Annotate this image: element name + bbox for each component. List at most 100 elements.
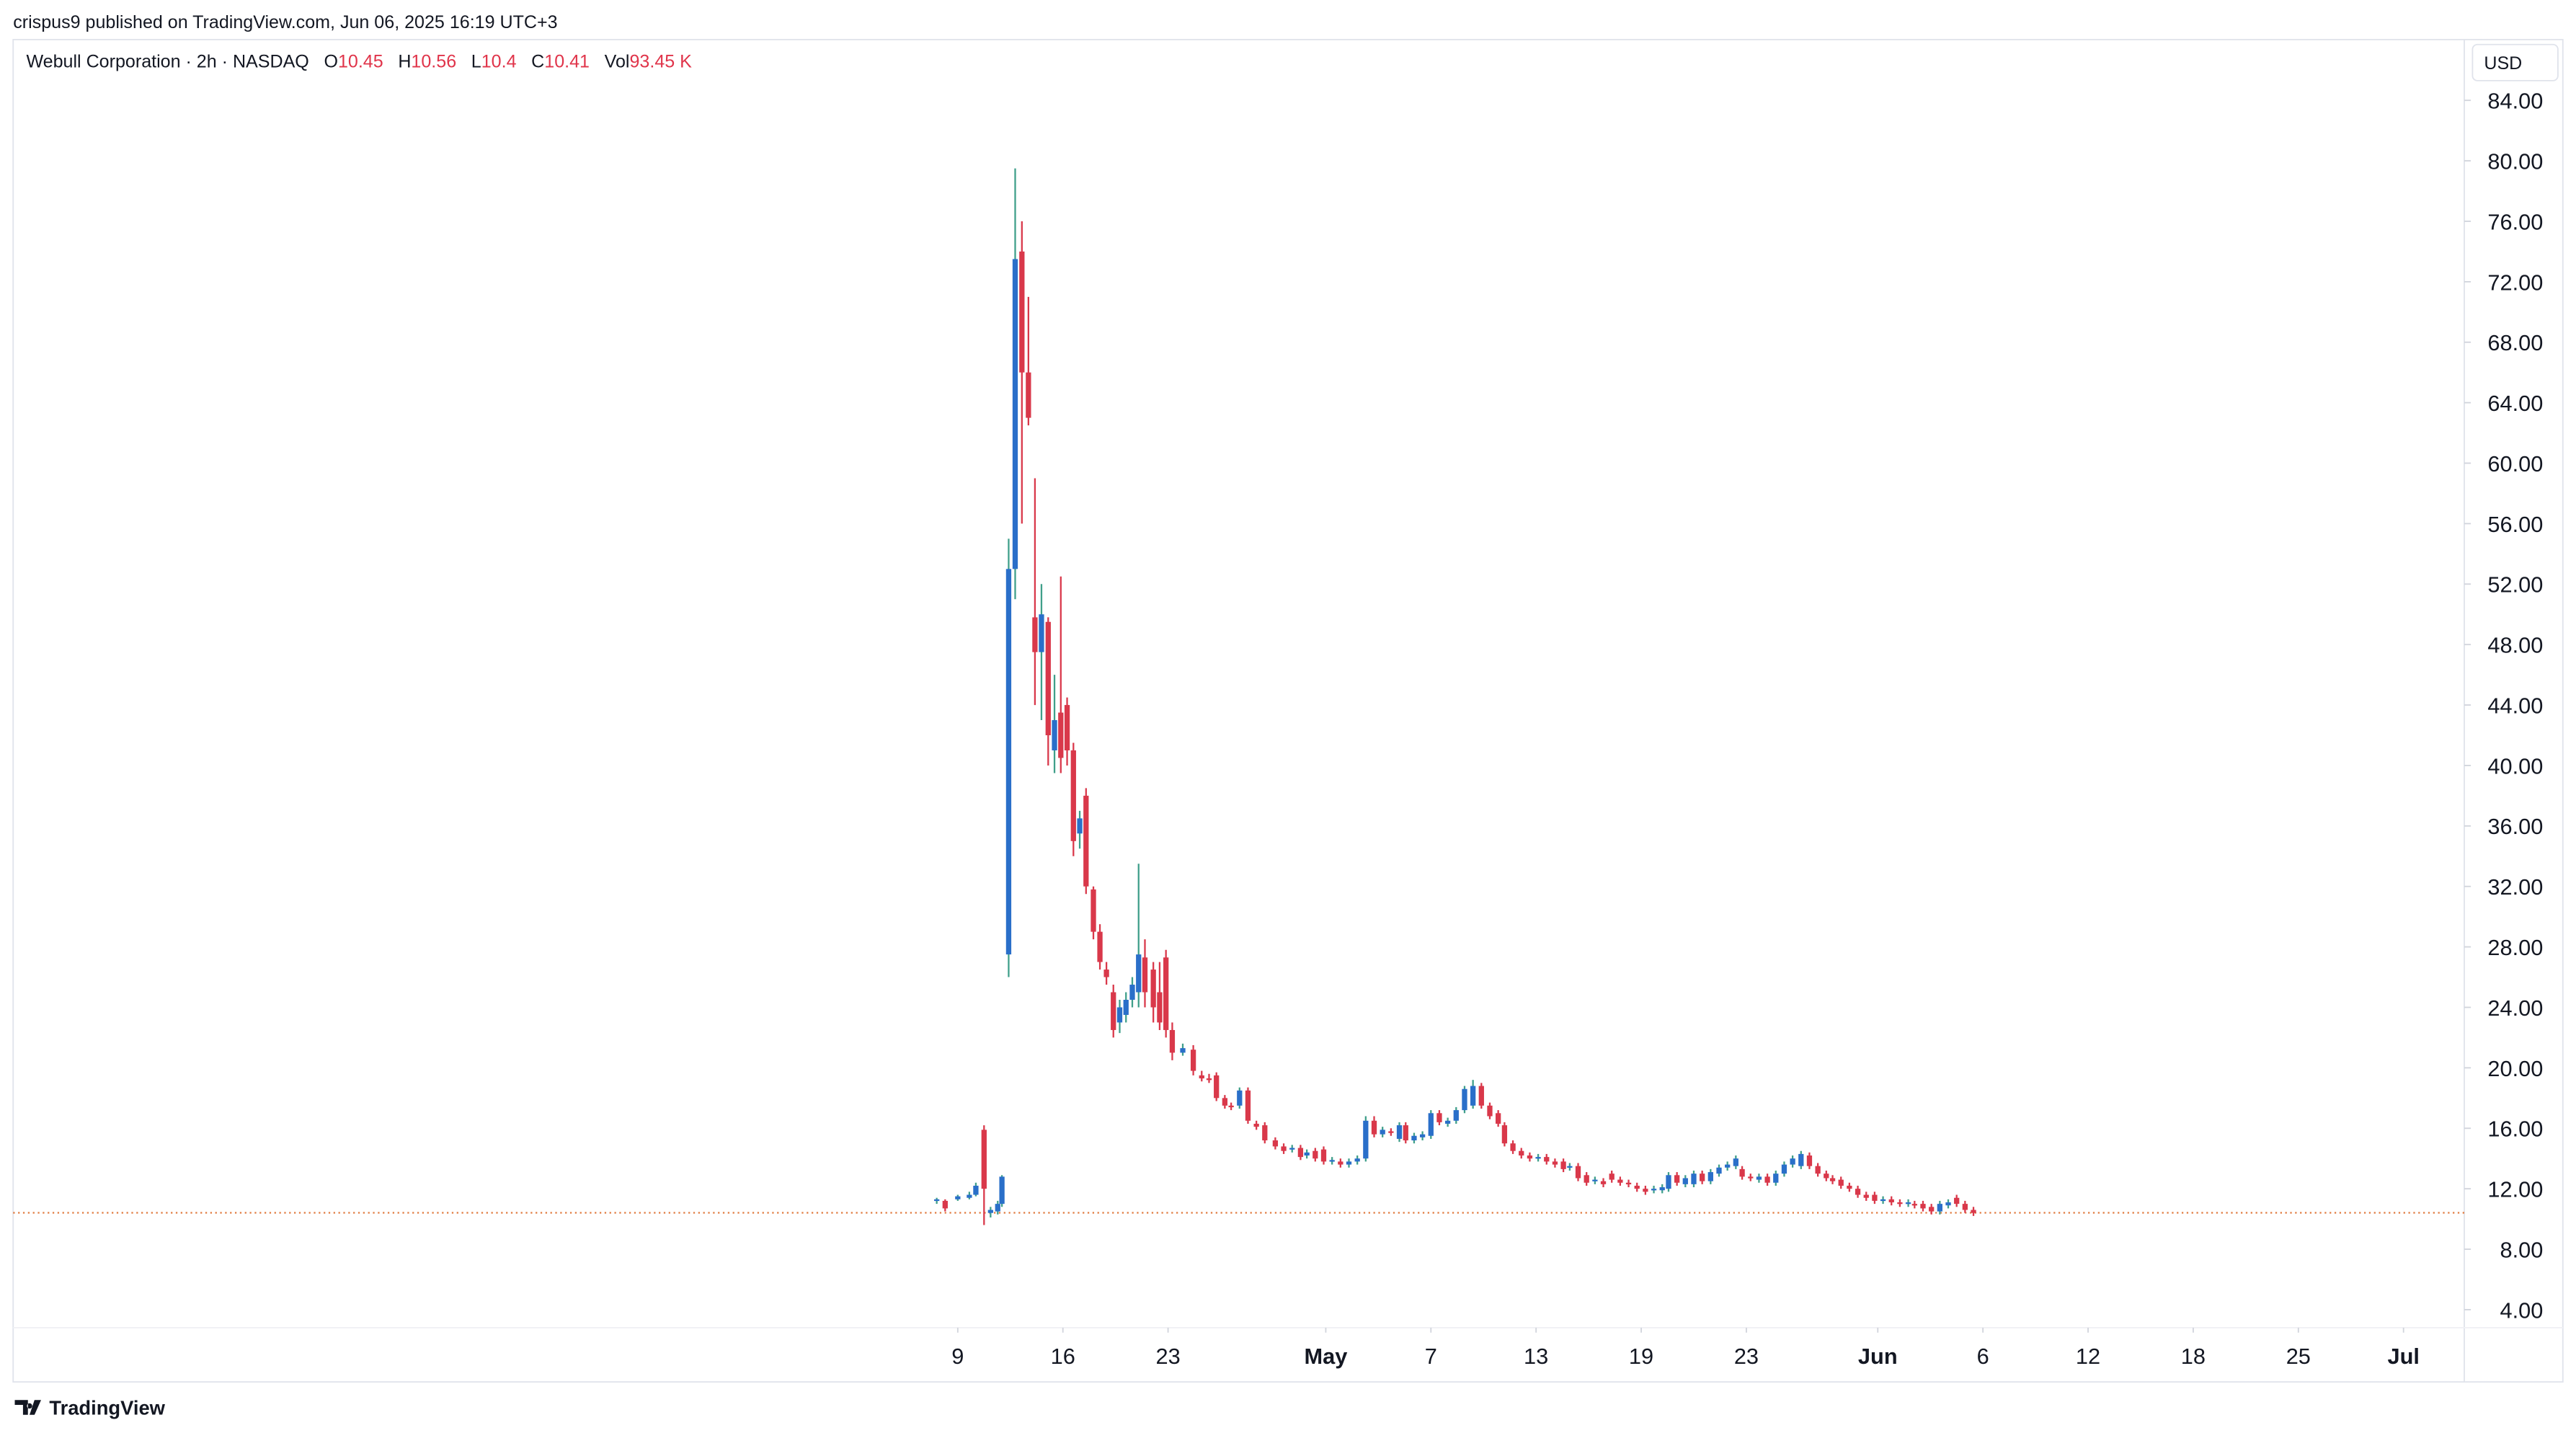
candle-body — [967, 1194, 972, 1198]
x-tick-label: Jul — [2387, 1344, 2419, 1369]
y-tick-label: 64.00 — [2487, 391, 2543, 416]
candle-body — [942, 1200, 948, 1209]
candle-body — [1847, 1185, 1852, 1189]
y-tick-label: 60.00 — [2487, 451, 2543, 476]
candle-body — [1077, 818, 1083, 834]
open-value: 10.45 — [338, 52, 383, 72]
candle-body — [1552, 1161, 1558, 1165]
candle-body — [1756, 1176, 1762, 1180]
candle-body — [1012, 259, 1018, 569]
candle-body — [1838, 1179, 1844, 1186]
candle-body — [1237, 1090, 1243, 1106]
candle-body — [1470, 1086, 1476, 1106]
candle-body — [1659, 1187, 1665, 1191]
candle-body — [1501, 1125, 1508, 1144]
candle-body — [999, 1176, 1005, 1204]
candle-body — [1272, 1140, 1279, 1147]
open-label: O — [324, 52, 338, 72]
candle-body — [987, 1210, 993, 1213]
candle-body — [1444, 1120, 1451, 1124]
candle-body — [1070, 750, 1076, 841]
candle-body — [1478, 1086, 1484, 1106]
low-value: 10.4 — [481, 52, 517, 72]
candle-body — [1971, 1210, 1976, 1213]
candle-body — [1039, 614, 1044, 652]
candle-body — [1888, 1199, 1894, 1203]
x-tick-label: 19 — [1629, 1344, 1653, 1369]
candle-body — [1824, 1174, 1829, 1179]
candle-body — [1045, 621, 1051, 736]
x-tick-label: Jun — [1858, 1344, 1898, 1369]
candle-body — [1262, 1125, 1268, 1141]
candle-body — [1535, 1157, 1541, 1159]
candle-body — [1691, 1174, 1697, 1184]
candle-body — [1253, 1123, 1259, 1127]
candle-body — [1600, 1181, 1607, 1184]
candle-body — [1863, 1194, 1869, 1198]
candle-body — [1716, 1167, 1722, 1174]
candle-body — [1363, 1120, 1369, 1159]
candle-body — [1403, 1125, 1408, 1141]
logo-mark — [14, 1400, 41, 1415]
candle-body — [1682, 1178, 1688, 1184]
candle-body — [1790, 1158, 1795, 1165]
candle-body — [1798, 1153, 1804, 1166]
candle-body — [1411, 1135, 1417, 1141]
candle-body — [1519, 1150, 1524, 1156]
candle-body — [1150, 970, 1156, 1008]
candle-body — [1625, 1182, 1632, 1185]
candle-body — [1773, 1174, 1779, 1183]
candle-body — [1436, 1113, 1442, 1122]
candle-body — [1462, 1088, 1467, 1111]
candle-body — [1725, 1164, 1731, 1168]
candle-body — [1428, 1113, 1434, 1136]
candle-body — [1419, 1134, 1426, 1137]
candle-body — [1116, 1007, 1123, 1023]
candle-body — [1954, 1197, 1960, 1204]
candle-body — [1354, 1158, 1360, 1162]
candle-body — [1592, 1179, 1598, 1181]
candle-body — [1911, 1204, 1917, 1206]
candle-body — [1945, 1202, 1951, 1206]
candle-body — [1453, 1110, 1459, 1121]
y-tick-label: 24.00 — [2487, 995, 2543, 1021]
candle-body — [1026, 372, 1031, 418]
candle-body — [1962, 1204, 1968, 1210]
candle-body — [1584, 1175, 1589, 1183]
candle-body — [1304, 1152, 1310, 1156]
y-tick-label: 56.00 — [2487, 512, 2543, 537]
candle-body — [1097, 931, 1103, 962]
candle-body — [1487, 1105, 1493, 1117]
brand-name: TradingView — [49, 1397, 165, 1419]
candle-body — [1142, 957, 1148, 993]
high-value: 10.56 — [411, 52, 456, 72]
candle-body — [1136, 954, 1142, 993]
candle-body — [1651, 1189, 1657, 1191]
volume-value: 93.45 K — [629, 52, 692, 72]
y-tick-label: 76.00 — [2487, 209, 2543, 234]
candle-body — [1005, 569, 1012, 955]
candle-body — [955, 1196, 961, 1199]
high-label: H — [398, 52, 411, 72]
candle-body — [973, 1185, 979, 1195]
candle-body — [1748, 1176, 1754, 1179]
candle-body — [1575, 1166, 1581, 1179]
candle-body — [1733, 1158, 1738, 1166]
candle-body — [1496, 1113, 1501, 1124]
candle-body — [1897, 1202, 1903, 1204]
candle-body — [1058, 712, 1064, 758]
candle-body — [1371, 1120, 1377, 1135]
x-tick-label: 7 — [1425, 1344, 1437, 1369]
candle-body — [1281, 1146, 1287, 1151]
candle-body — [1091, 889, 1096, 932]
x-tick-label: 18 — [2181, 1344, 2206, 1369]
candle-body — [1929, 1207, 1935, 1212]
candle-body — [934, 1199, 940, 1202]
publisher-line: crispus9 published on TradingView.com, J… — [13, 12, 557, 32]
candle-body — [1169, 1029, 1176, 1053]
candle-body — [1329, 1160, 1335, 1162]
symbol-title: Webull Corporation · 2h · NASDAQ — [26, 52, 308, 72]
candle-body — [1829, 1178, 1836, 1181]
candle-body — [1510, 1143, 1516, 1151]
